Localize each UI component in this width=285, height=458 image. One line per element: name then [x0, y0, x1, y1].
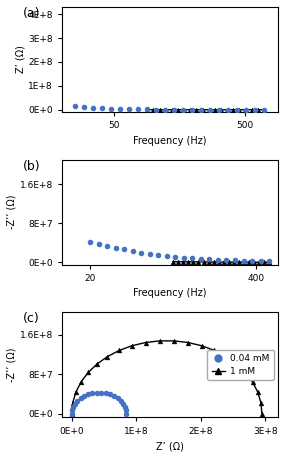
- Text: (b): (b): [23, 159, 41, 173]
- X-axis label: Z’ (Ω): Z’ (Ω): [156, 441, 184, 451]
- Text: (c): (c): [23, 312, 40, 325]
- X-axis label: Frequency (Hz): Frequency (Hz): [133, 289, 207, 299]
- Text: (a): (a): [23, 7, 40, 20]
- X-axis label: Frequency (Hz): Frequency (Hz): [133, 136, 207, 146]
- Y-axis label: -Z’’ (Ω): -Z’’ (Ω): [7, 195, 17, 229]
- Y-axis label: Z’ (Ω): Z’ (Ω): [16, 46, 26, 73]
- Y-axis label: -Z’’ (Ω): -Z’’ (Ω): [7, 348, 17, 382]
- Legend: 0.04 mM, 1 mM: 0.04 mM, 1 mM: [207, 349, 274, 380]
